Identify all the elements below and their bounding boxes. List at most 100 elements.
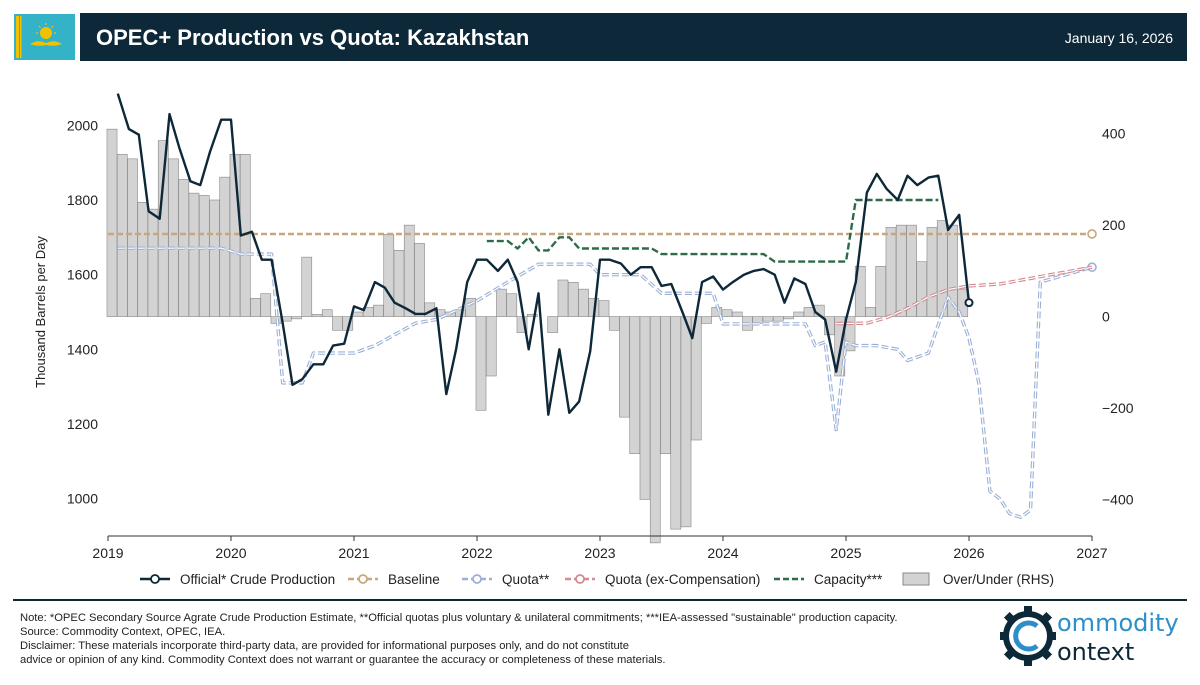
legend-label: Official* Crude Production [180, 572, 335, 587]
legend-item [902, 572, 930, 586]
over-under-bar [332, 316, 343, 331]
y-axis-label: Thousand Barrels per Day [33, 236, 48, 388]
over-under-bar [403, 224, 415, 317]
legend-label: Quota (ex-Compensation) [605, 572, 760, 587]
over-under-bar [485, 316, 497, 377]
footnote-disclaimer-2: advice or opinion of any kind. Commodity… [20, 654, 666, 666]
x-tick-label: 2019 [92, 545, 123, 561]
capacity-line [486, 198, 939, 263]
y-tick-label: 2000 [67, 117, 98, 133]
over-under-bar [670, 316, 682, 530]
over-under-bar [854, 265, 866, 317]
y2-tick-label: 0 [1102, 309, 1110, 325]
over-under-bar [578, 288, 589, 317]
over-under-bar [475, 316, 487, 411]
over-under-bar [772, 316, 784, 322]
footer-divider [13, 599, 1187, 601]
legend-item [462, 574, 492, 584]
over-under-bar [506, 293, 518, 317]
over-under-bar [916, 261, 928, 317]
footnote-source: Source: Commodity Context, OPEC, IEA. [20, 626, 226, 638]
production-end-marker [964, 298, 974, 308]
over-under-bar [783, 316, 794, 320]
over-under-bar [762, 316, 774, 322]
over-under-bar [137, 201, 149, 317]
over-under-bar [660, 316, 671, 455]
over-under-bar [547, 316, 559, 333]
legend-swatch-marker [472, 574, 482, 584]
x-tick-label: 2022 [461, 545, 492, 561]
x-tick-label: 2020 [215, 545, 246, 561]
y-tick-label: 1200 [67, 416, 98, 432]
report-date: January 16, 2026 [1064, 30, 1173, 46]
x-tick-label: 2023 [584, 545, 615, 561]
y2-tick-label: −200 [1102, 400, 1134, 416]
over-under-bar [865, 307, 876, 317]
over-under-bar [731, 311, 743, 317]
over-under-bar [875, 265, 887, 317]
legend-swatch-marker [575, 574, 585, 584]
over-under-bar [250, 297, 261, 317]
legend-item [348, 574, 378, 584]
logo-word-commodity: ommodity [1057, 609, 1179, 637]
over-under-bar [793, 311, 805, 317]
legend-swatch-bars [902, 572, 930, 586]
over-under-bar [619, 316, 630, 418]
legend-label: Baseline [388, 572, 440, 587]
over-under-bar [352, 311, 364, 317]
x-tick-label: 2027 [1076, 545, 1107, 561]
over-under-bar [465, 297, 477, 317]
footnote-definitions: Note: *OPEC Secondary Source Agrate Crud… [20, 612, 898, 624]
footnotes: Note: *OPEC Secondary Source Agrate Crud… [20, 611, 990, 667]
over-under-bar [649, 316, 661, 544]
over-under-bar [926, 227, 938, 317]
over-under-bar [496, 288, 507, 317]
y-tick-label: 1600 [67, 267, 98, 283]
over-under-bar [567, 281, 579, 317]
legend-label: Capacity*** [814, 572, 883, 587]
quota-ex-line [836, 266, 1093, 325]
over-under-bar [414, 243, 425, 317]
over-under-bar [373, 304, 384, 317]
page-title: OPEC+ Production vs Quota: Kazakhstan [96, 25, 530, 50]
over-under-bar [701, 316, 712, 324]
legend-item [140, 574, 170, 584]
over-under-bar [198, 195, 210, 317]
x-tick-label: 2024 [707, 545, 738, 561]
x-tick-label: 2025 [830, 545, 861, 561]
header-bar: OPEC+ Production vs Quota: Kazakhstan Ja… [80, 13, 1187, 61]
production-line [116, 93, 971, 416]
over-under-bar [383, 233, 395, 317]
over-under-bar [157, 140, 169, 317]
legend-label: Quota** [502, 572, 550, 587]
x-tick-label: 2026 [953, 545, 984, 561]
y2-tick-label: 200 [1102, 217, 1126, 233]
over-under-bar [895, 224, 907, 317]
over-under-bar [526, 313, 538, 317]
over-under-bar [516, 316, 528, 333]
over-under-bar [608, 316, 620, 331]
over-under-bar [803, 307, 815, 317]
x-tick-label: 2021 [338, 545, 369, 561]
quota-line [117, 247, 1093, 518]
over-under-bar [127, 158, 138, 317]
commodity-context-logo: ommodity ontext [998, 604, 1190, 666]
footnote-disclaimer-1: Disclaimer: These materials incorporate … [20, 640, 629, 652]
over-under-bar [321, 309, 333, 317]
y-tick-label: 1400 [67, 341, 98, 357]
y-tick-label: 1800 [67, 192, 98, 208]
legend-label: Over/Under (RHS) [943, 572, 1054, 587]
y2-tick-label: 400 [1102, 126, 1126, 142]
production-chart: 2019 2020 2021 2022 2023 2024 2025 2026 2027 1000… [33, 93, 1134, 587]
over-under-bar [188, 192, 200, 317]
over-under-bar [844, 316, 856, 352]
over-under-bar [680, 316, 692, 528]
over-under-bar [116, 153, 128, 317]
over-under-bar [629, 316, 641, 455]
over-under-bar [260, 293, 272, 317]
over-under-bar [557, 279, 569, 317]
over-under-bar [301, 256, 313, 317]
logo-word-context: ontext [1057, 638, 1135, 666]
over-under-bar [885, 227, 897, 317]
over-under-bar [291, 316, 302, 320]
